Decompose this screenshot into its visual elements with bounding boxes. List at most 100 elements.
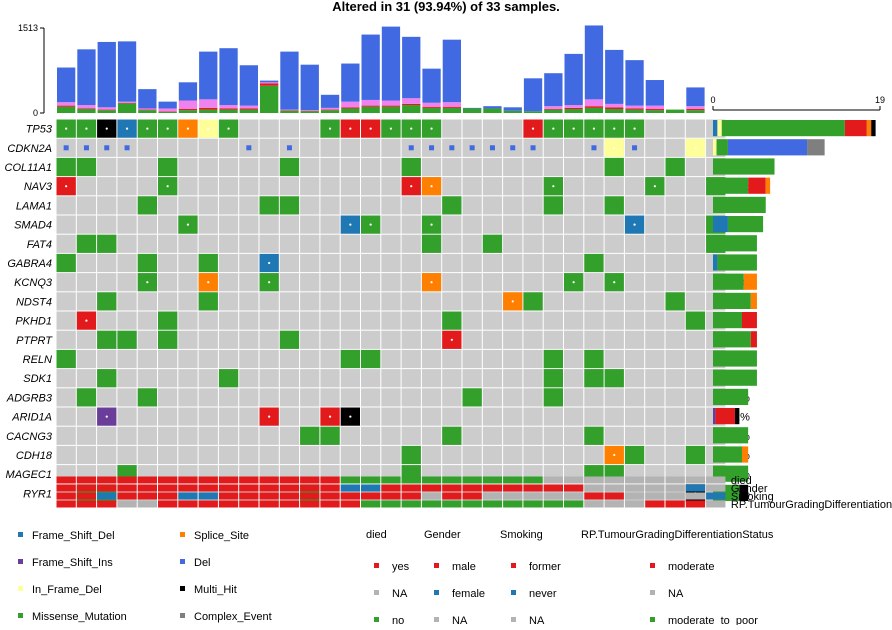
matrix-cell <box>686 177 705 195</box>
matrix-cell <box>544 292 563 310</box>
matrix-cell <box>605 427 624 445</box>
mutation-cell <box>625 446 644 464</box>
tmb-bar-segment <box>118 103 136 113</box>
matrix-cell <box>625 369 644 387</box>
annotation-cell <box>239 485 258 492</box>
matrix-cell <box>564 196 583 214</box>
matrix-cell <box>625 196 644 214</box>
annotation-cell <box>523 501 542 508</box>
matrix-cell <box>605 254 624 272</box>
matrix-cell <box>381 350 400 368</box>
matrix-cell <box>341 139 360 157</box>
tmb-bar-segment <box>625 60 643 105</box>
cell-dot <box>613 128 615 130</box>
count-bar-segment <box>766 178 770 194</box>
matrix-cell <box>483 331 502 349</box>
matrix-cell <box>178 177 197 195</box>
cell-dot <box>268 281 270 283</box>
annotation-cell <box>77 493 96 500</box>
matrix-cell <box>381 216 400 234</box>
tmb-bar-segment <box>585 106 603 108</box>
matrix-cell <box>260 350 279 368</box>
matrix-cell <box>57 292 76 310</box>
tmb-bar-segment <box>565 54 583 105</box>
legend-swatch <box>434 617 439 622</box>
cell-dot <box>126 128 128 130</box>
tmb-bar-segment <box>179 109 197 110</box>
matrix-cell <box>544 254 563 272</box>
annotation-cell <box>97 493 116 500</box>
annotation-cell <box>686 493 705 500</box>
matrix-cell <box>178 292 197 310</box>
cell-dot <box>430 281 432 283</box>
annotation-cell <box>422 485 441 492</box>
matrix-cell <box>117 158 136 176</box>
annotation-cell <box>158 493 177 500</box>
matrix-cell <box>280 312 299 330</box>
annotation-cell <box>625 485 644 492</box>
annotation-cell <box>523 485 542 492</box>
matrix-cell <box>564 216 583 234</box>
tmb-bar-segment <box>504 107 522 110</box>
matrix-cell <box>402 312 421 330</box>
legend-swatch <box>434 563 439 568</box>
matrix-cell <box>402 196 421 214</box>
tmb-bar-segment <box>301 110 319 111</box>
tmb-bar-segment <box>402 104 420 105</box>
matrix-cell <box>199 139 218 157</box>
matrix-cell <box>442 369 461 387</box>
tmb-bar-segment <box>219 48 237 105</box>
matrix-cell <box>442 120 461 138</box>
annotation-cell <box>645 485 664 492</box>
mutation-cell <box>483 235 502 253</box>
matrix-cell <box>158 273 177 291</box>
gene-label: CDH18 <box>16 450 53 462</box>
count-bar-segment <box>713 312 742 328</box>
matrix-cell <box>320 312 339 330</box>
legend-swatch <box>180 586 185 591</box>
cell-dot <box>552 128 554 130</box>
legend-swatch <box>374 617 379 622</box>
matrix-cell <box>402 331 421 349</box>
legend-swatch <box>511 590 516 595</box>
annotation-cell <box>300 493 319 500</box>
mutation-cell <box>584 254 603 272</box>
tmb-bar-segment <box>321 108 339 110</box>
annotation-cell <box>280 485 299 492</box>
matrix-cell <box>300 235 319 253</box>
cell-dot <box>370 224 372 226</box>
matrix-cell <box>320 177 339 195</box>
matrix-cell <box>666 254 685 272</box>
gene-label: CDKN2A <box>7 143 52 155</box>
matrix-cell <box>686 235 705 253</box>
tmb-bar-segment <box>98 107 116 109</box>
matrix-cell <box>117 446 136 464</box>
matrix-cell <box>686 369 705 387</box>
matrix-cell <box>483 408 502 426</box>
matrix-cell <box>138 446 157 464</box>
matrix-cell <box>57 312 76 330</box>
matrix-cell <box>260 120 279 138</box>
matrix-cell <box>117 292 136 310</box>
tmb-bar-segment <box>341 102 359 108</box>
annotation-cell <box>219 493 238 500</box>
mutation-cell <box>280 158 299 176</box>
matrix-cell <box>483 388 502 406</box>
annotation-cell <box>199 501 218 508</box>
matrix-cell <box>402 235 421 253</box>
matrix-cell <box>402 350 421 368</box>
legend-swatch <box>18 613 23 618</box>
matrix-cell <box>341 292 360 310</box>
annotation-cell <box>199 493 218 500</box>
tmb-bar-segment <box>483 108 501 113</box>
matrix-background <box>56 119 726 503</box>
annotation-cell <box>625 477 644 484</box>
matrix-cell <box>381 427 400 445</box>
matrix-cell <box>625 177 644 195</box>
cell-dot <box>65 185 67 187</box>
matrix-cell <box>158 196 177 214</box>
cell-dot <box>573 128 575 130</box>
matrix-cell <box>463 196 482 214</box>
matrix-cell <box>199 350 218 368</box>
matrix-cell <box>361 254 380 272</box>
